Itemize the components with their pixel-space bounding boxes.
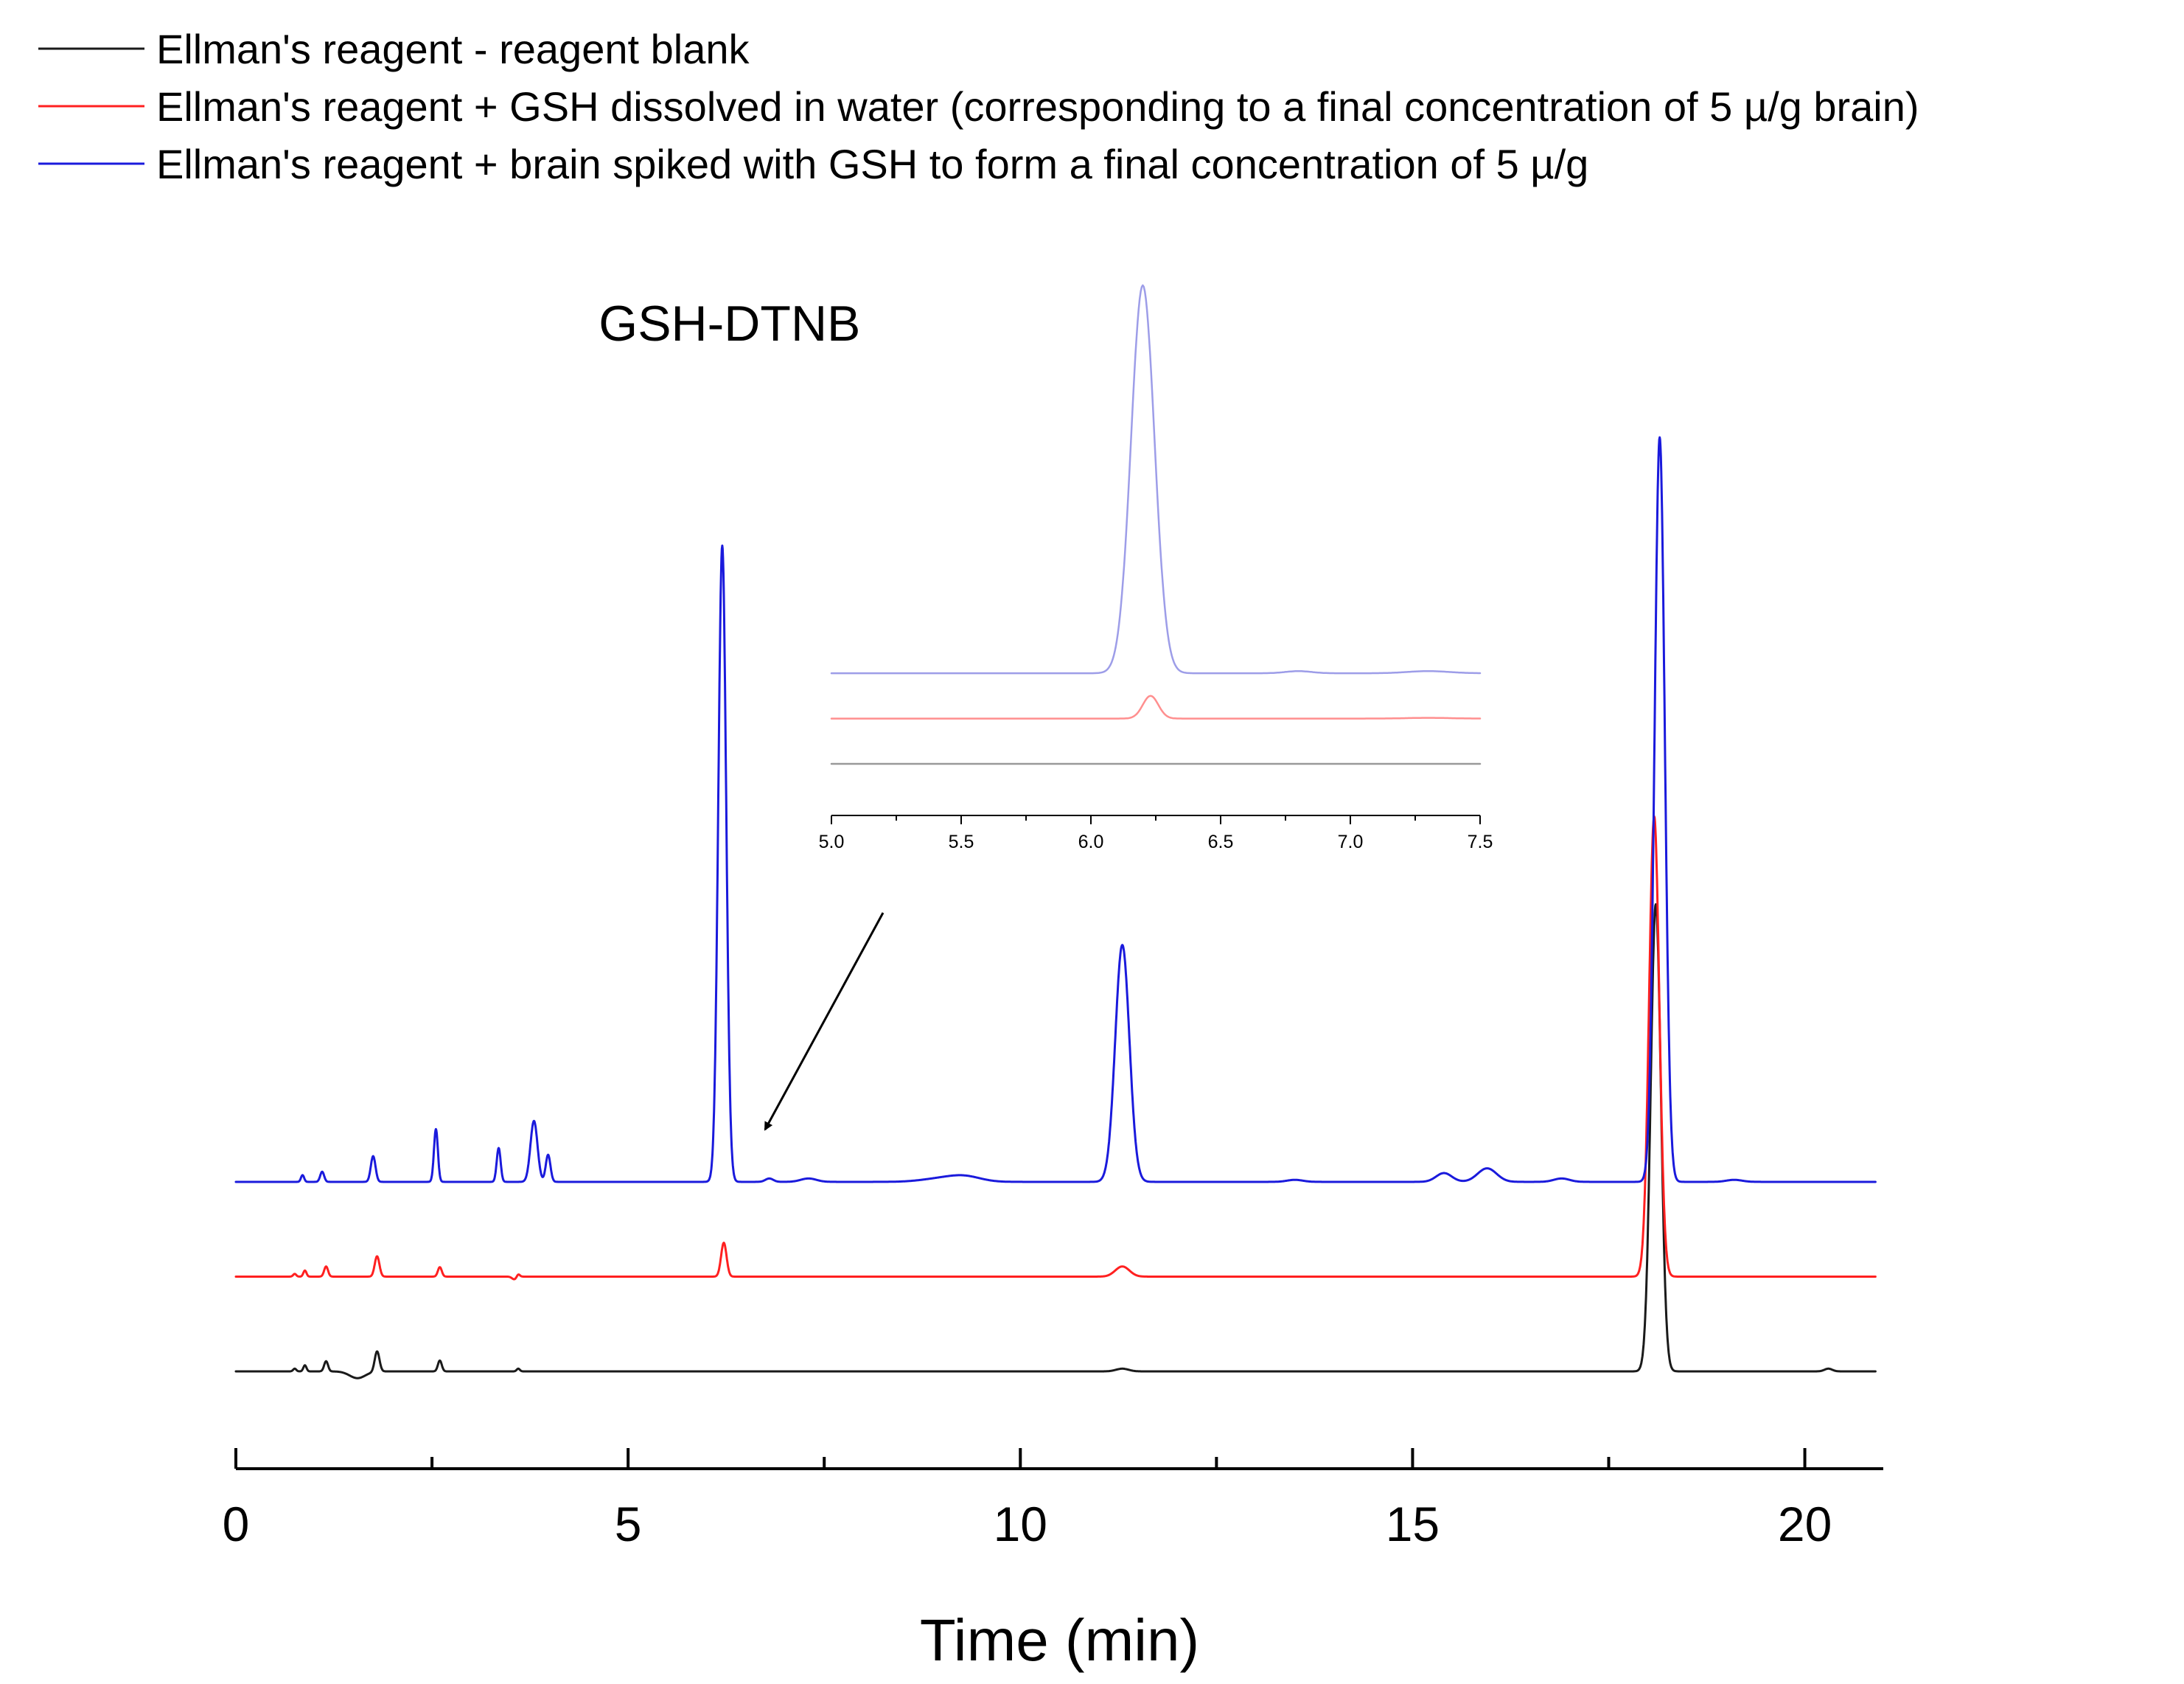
- gsh-dtnb-annotation: GSH-DTNB: [599, 296, 860, 352]
- legend: Ellman's reagent - reagent blank Ellman'…: [38, 26, 1919, 187]
- x-axis-title: Time (min): [920, 1607, 1199, 1673]
- series-blank-trace: [234, 903, 1877, 1379]
- inset-x-tick-label: 6.5: [1208, 832, 1234, 852]
- inset-x-axis: 5.0 5.5 6.0 6.5 7.0 7.5: [819, 815, 1493, 852]
- x-axis: 0 5 10 15 20: [223, 1448, 1883, 1551]
- legend-label-gsh-water: Ellman's reagent + GSH dissolved in wate…: [156, 83, 1919, 130]
- inset-x-tick-label: 5.5: [949, 832, 974, 852]
- inset-x-tick-label: 5.0: [819, 832, 845, 852]
- x-tick-label: 5: [615, 1497, 642, 1551]
- inset-x-tick-label: 6.0: [1078, 832, 1104, 852]
- series-spiked-brain-trace: [234, 436, 1877, 1183]
- inset-gsh-water-trace: [830, 695, 1482, 720]
- inset-x-tick-label: 7.5: [1468, 832, 1493, 852]
- main-traces: [234, 436, 1877, 1379]
- inset-traces: [830, 284, 1482, 765]
- inset-spiked-brain-trace: [830, 284, 1482, 675]
- legend-label-spiked-brain: Ellman's reagent + brain spiked with GSH…: [156, 141, 1588, 187]
- inset-x-tick-label: 7.0: [1338, 832, 1364, 852]
- x-tick-label: 15: [1386, 1497, 1440, 1551]
- x-tick-label: 20: [1778, 1497, 1832, 1551]
- legend-label-blank: Ellman's reagent - reagent blank: [156, 26, 750, 72]
- x-tick-label: 10: [994, 1497, 1047, 1551]
- x-tick-label: 0: [223, 1497, 250, 1551]
- series-gsh-water-trace: [234, 815, 1877, 1281]
- inset-pointer-arrow: [764, 912, 885, 1131]
